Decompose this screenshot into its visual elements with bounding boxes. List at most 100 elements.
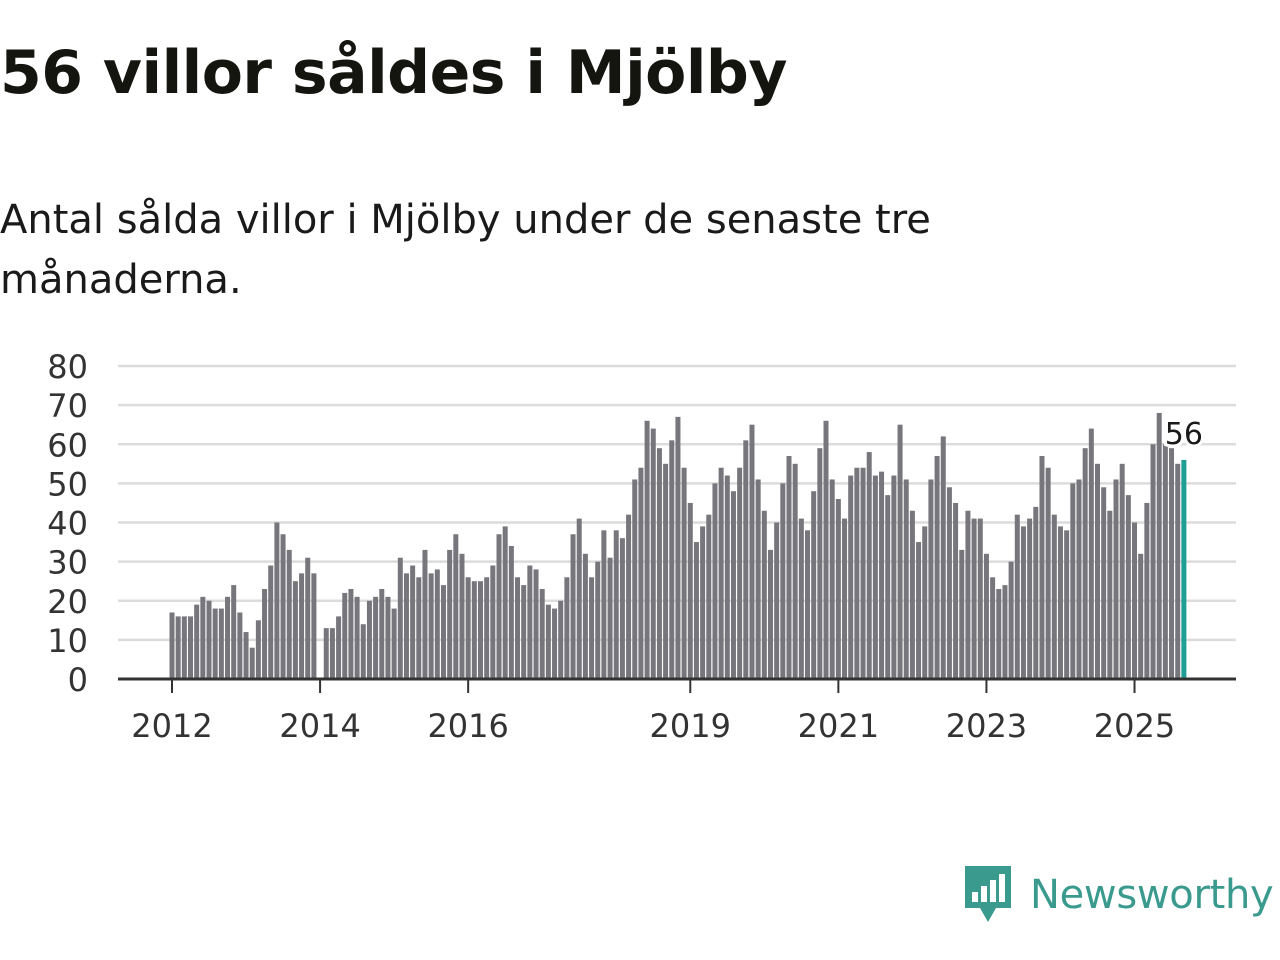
y-tick-label: 50 bbox=[47, 465, 88, 503]
bar bbox=[552, 608, 558, 679]
annotation: 56 bbox=[1162, 414, 1206, 455]
bar bbox=[576, 518, 582, 679]
bar bbox=[626, 514, 632, 679]
bar bbox=[767, 549, 773, 679]
bar bbox=[829, 479, 835, 679]
bar bbox=[607, 557, 613, 679]
bar bbox=[1070, 483, 1076, 679]
bar bbox=[527, 565, 533, 679]
bar bbox=[1014, 514, 1020, 679]
bar bbox=[792, 463, 798, 679]
bar bbox=[484, 577, 490, 679]
bar bbox=[1175, 463, 1181, 679]
bar bbox=[669, 440, 675, 679]
bar bbox=[761, 510, 767, 679]
bar bbox=[959, 549, 965, 679]
bar bbox=[249, 647, 255, 679]
bar bbox=[459, 553, 465, 679]
bar bbox=[255, 620, 261, 679]
bar bbox=[1162, 444, 1168, 679]
y-tick-label: 60 bbox=[47, 426, 88, 464]
bar bbox=[570, 534, 576, 679]
bar bbox=[268, 565, 274, 679]
bar bbox=[286, 549, 292, 679]
y-tick-label: 80 bbox=[47, 348, 88, 386]
bar bbox=[866, 452, 872, 679]
bar bbox=[780, 483, 786, 679]
bar bbox=[478, 581, 483, 679]
y-tick-label: 40 bbox=[47, 505, 88, 543]
bar bbox=[379, 589, 385, 679]
bar bbox=[842, 518, 848, 679]
bar bbox=[928, 479, 934, 679]
bar-highlight bbox=[1181, 459, 1187, 679]
bar bbox=[440, 585, 446, 679]
bar bbox=[453, 534, 459, 679]
bar bbox=[1033, 506, 1039, 679]
bar bbox=[712, 483, 718, 679]
bar bbox=[916, 542, 922, 679]
bar bbox=[632, 479, 638, 679]
bar bbox=[521, 585, 527, 679]
bar bbox=[385, 596, 391, 679]
bar bbox=[496, 534, 502, 679]
bar bbox=[200, 596, 206, 679]
bar bbox=[1076, 479, 1082, 679]
bar bbox=[977, 518, 983, 679]
bar bbox=[169, 612, 175, 679]
bar bbox=[823, 420, 829, 679]
bar bbox=[619, 538, 625, 679]
bar bbox=[1008, 561, 1014, 679]
x-tick-label: 2016 bbox=[427, 707, 508, 745]
highlight-value-label: 56 bbox=[1165, 417, 1203, 452]
bar bbox=[835, 499, 841, 679]
y-tick-label: 30 bbox=[47, 544, 88, 582]
bar bbox=[872, 475, 878, 679]
y-tick-label: 20 bbox=[47, 583, 88, 621]
bar bbox=[410, 565, 416, 679]
bar bbox=[292, 581, 298, 679]
bar bbox=[1095, 463, 1100, 679]
bar-series bbox=[169, 412, 1187, 679]
bar bbox=[693, 542, 699, 679]
bar bbox=[416, 577, 422, 679]
bar bbox=[755, 479, 761, 679]
bar bbox=[336, 616, 342, 679]
bar bbox=[1113, 479, 1119, 679]
bar bbox=[817, 448, 823, 679]
bar bbox=[373, 596, 379, 679]
bar bbox=[274, 522, 280, 679]
bar bbox=[811, 491, 817, 679]
bar bbox=[706, 514, 712, 679]
bar bbox=[1101, 487, 1107, 679]
bar bbox=[188, 616, 194, 679]
bar bbox=[589, 577, 595, 679]
bar bbox=[774, 522, 780, 679]
bar bbox=[940, 436, 946, 679]
bar bbox=[515, 577, 521, 679]
bar bbox=[428, 573, 434, 679]
bar bbox=[730, 491, 736, 679]
bar bbox=[1107, 510, 1113, 679]
bar bbox=[181, 616, 187, 679]
bar bbox=[342, 592, 348, 679]
bar bbox=[1002, 585, 1008, 679]
newsworthy-logo[interactable]: Newsworthy bbox=[962, 862, 1274, 928]
bar bbox=[194, 604, 200, 679]
bar bbox=[391, 608, 397, 679]
bar bbox=[508, 545, 514, 679]
x-axis: 2012 2014 2016 2019 2021 2023 2025 bbox=[118, 677, 1236, 745]
bar bbox=[663, 463, 669, 679]
bar bbox=[971, 518, 977, 679]
bar bbox=[1082, 448, 1088, 679]
bar bbox=[539, 589, 545, 679]
bar bbox=[848, 475, 854, 679]
y-tick-label: 0 bbox=[68, 661, 88, 699]
bar bbox=[422, 549, 428, 679]
bar bbox=[595, 561, 601, 679]
y-tick-label: 70 bbox=[47, 387, 88, 425]
bar bbox=[403, 573, 409, 679]
chart-subtitle: Antal sålda villor i Mjölby under de sen… bbox=[0, 197, 931, 303]
